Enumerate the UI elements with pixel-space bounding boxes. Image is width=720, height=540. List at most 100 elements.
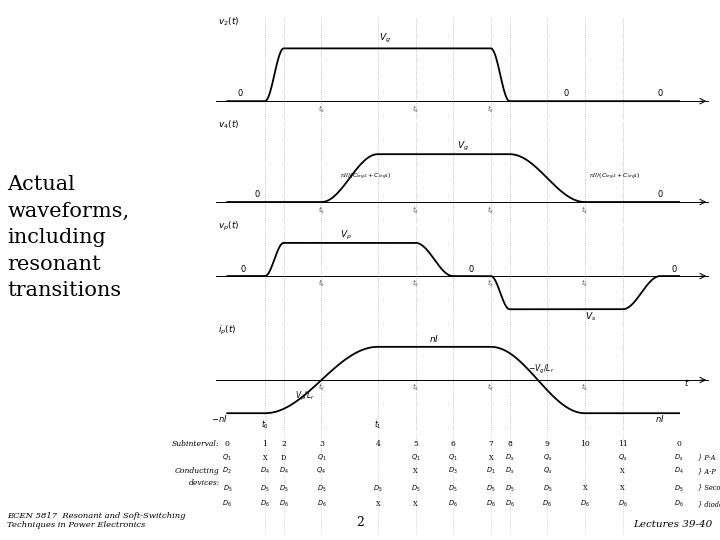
Text: $t$: $t$ <box>684 377 689 388</box>
Text: X: X <box>620 484 625 492</box>
Text: 0: 0 <box>677 440 682 448</box>
Text: $D_5$: $D_5$ <box>222 483 232 494</box>
Text: X: X <box>413 467 418 475</box>
Text: $Q_1$: $Q_1$ <box>317 453 326 463</box>
Text: $i_p(t)$: $i_p(t)$ <box>218 325 236 338</box>
Text: $D_6$: $D_6$ <box>580 499 590 509</box>
Text: $t_s$: $t_s$ <box>318 278 325 289</box>
Text: 5: 5 <box>413 440 418 448</box>
Text: 0: 0 <box>672 265 677 274</box>
Text: $v_2(t)$: $v_2(t)$ <box>218 16 239 28</box>
Text: $D_5$: $D_5$ <box>449 483 458 494</box>
Text: $D_2$: $D_2$ <box>222 466 232 476</box>
Text: ECEN 5817  Resonant and Soft-Switching
Techniques in Power Electronics: ECEN 5817 Resonant and Soft-Switching Te… <box>7 512 186 529</box>
Text: $t_s$: $t_s$ <box>487 205 495 216</box>
Text: $D_5$: $D_5$ <box>317 483 326 494</box>
Text: $nI$: $nI$ <box>429 333 439 344</box>
Text: $D_6$: $D_6$ <box>618 499 628 509</box>
Text: } diodes: } diodes <box>698 500 720 508</box>
Text: 10: 10 <box>580 440 590 448</box>
Text: $t_s$: $t_s$ <box>581 382 588 393</box>
Text: 4: 4 <box>375 440 380 448</box>
Text: $V_g$: $V_g$ <box>379 32 392 45</box>
Text: $D_6$: $D_6$ <box>542 499 552 509</box>
Text: 0: 0 <box>255 190 260 199</box>
Text: $D_6$: $D_6$ <box>449 499 458 509</box>
Text: D: D <box>281 454 287 462</box>
Text: $-V_g/L_r$: $-V_g/L_r$ <box>528 363 555 376</box>
Text: $t_s$: $t_s$ <box>487 278 495 289</box>
Text: 0: 0 <box>240 265 246 274</box>
Text: 2: 2 <box>356 516 364 529</box>
Text: X: X <box>376 500 380 508</box>
Text: 6: 6 <box>451 440 456 448</box>
Text: $t_s$: $t_s$ <box>487 104 495 115</box>
Text: $D_5$: $D_5$ <box>675 483 684 494</box>
Text: $t_s$: $t_s$ <box>318 205 325 216</box>
Text: X: X <box>263 454 267 462</box>
Text: $D_6$: $D_6$ <box>486 499 496 509</box>
Text: $D_6$: $D_6$ <box>279 499 289 509</box>
Text: $t_s$: $t_s$ <box>412 278 419 289</box>
Text: $D_5$: $D_5$ <box>411 483 420 494</box>
Text: $t_0$: $t_0$ <box>261 418 269 430</box>
Text: $V_p$: $V_p$ <box>341 230 352 242</box>
Text: $Q_1$: $Q_1$ <box>222 453 232 463</box>
Text: Lectures 39-40: Lectures 39-40 <box>634 520 713 529</box>
Text: $Q_4$: $Q_4$ <box>317 466 326 476</box>
Text: $D_6$: $D_6$ <box>505 499 515 509</box>
Text: } Secondary: } Secondary <box>698 484 720 492</box>
Text: $t_s$: $t_s$ <box>581 205 588 216</box>
Text: 0: 0 <box>225 440 230 448</box>
Text: $D_s$: $D_s$ <box>505 466 514 476</box>
Text: $v_4(t)$: $v_4(t)$ <box>218 119 239 131</box>
Text: devices:: devices: <box>189 480 220 487</box>
Text: $D_6$: $D_6$ <box>674 499 684 509</box>
Text: $Q_1$: $Q_1$ <box>410 453 420 463</box>
Text: $-nI$: $-nI$ <box>211 413 228 423</box>
Text: $t_1$: $t_1$ <box>374 418 382 430</box>
Text: $D_5$: $D_5$ <box>486 483 495 494</box>
Text: $V_p/L_r$: $V_p/L_r$ <box>295 390 315 403</box>
Text: Actual
waveforms,
including
resonant
transitions: Actual waveforms, including resonant tra… <box>7 175 130 300</box>
Text: $D_3$: $D_3$ <box>449 466 458 476</box>
Text: $V_g$: $V_g$ <box>456 140 469 153</box>
Text: $D_6$: $D_6$ <box>222 499 232 509</box>
Text: $D_5$: $D_5$ <box>543 483 552 494</box>
Text: 0: 0 <box>468 265 474 274</box>
Text: $t_s$: $t_s$ <box>318 382 325 393</box>
Text: $D_6$: $D_6$ <box>260 499 270 509</box>
Text: $nIl/(C_{leg2}+C_{leg1})$: $nIl/(C_{leg2}+C_{leg1})$ <box>341 172 392 182</box>
Text: 0: 0 <box>657 190 663 199</box>
Text: $D_4$: $D_4$ <box>279 466 289 476</box>
Text: $D_4$: $D_4$ <box>674 466 684 476</box>
Text: $t_s$: $t_s$ <box>581 278 588 289</box>
Text: 2: 2 <box>282 440 287 448</box>
Text: 7: 7 <box>488 440 493 448</box>
Text: 1: 1 <box>263 440 267 448</box>
Text: $v_p(t)$: $v_p(t)$ <box>218 220 239 233</box>
Text: $D_s$: $D_s$ <box>505 453 514 463</box>
Text: Conducting: Conducting <box>175 467 220 475</box>
Text: $D_s$: $D_s$ <box>675 453 684 463</box>
Text: X: X <box>413 500 418 508</box>
Text: Subinterval:: Subinterval: <box>172 440 220 448</box>
Text: $V_s$: $V_s$ <box>585 310 596 323</box>
Text: $t_s$: $t_s$ <box>487 382 495 393</box>
Text: $D_5$: $D_5$ <box>505 483 514 494</box>
Text: X: X <box>582 484 588 492</box>
Text: $t_s$: $t_s$ <box>412 104 419 115</box>
Text: $Q_s$: $Q_s$ <box>543 453 552 463</box>
Text: } A-P: } A-P <box>698 467 716 475</box>
Text: 11: 11 <box>618 440 628 448</box>
Text: 0: 0 <box>564 89 569 98</box>
Text: 8: 8 <box>507 440 512 448</box>
Text: $D_5$: $D_5$ <box>373 483 382 494</box>
Text: $nI$: $nI$ <box>655 413 665 423</box>
Text: X: X <box>488 454 493 462</box>
Text: 9: 9 <box>545 440 550 448</box>
Text: $t_s$: $t_s$ <box>412 382 419 393</box>
Text: $t_s$: $t_s$ <box>412 205 419 216</box>
Text: 0: 0 <box>657 89 663 98</box>
Text: $nIl/(C_{leg2}+C_{leg1})$: $nIl/(C_{leg2}+C_{leg1})$ <box>589 172 640 182</box>
